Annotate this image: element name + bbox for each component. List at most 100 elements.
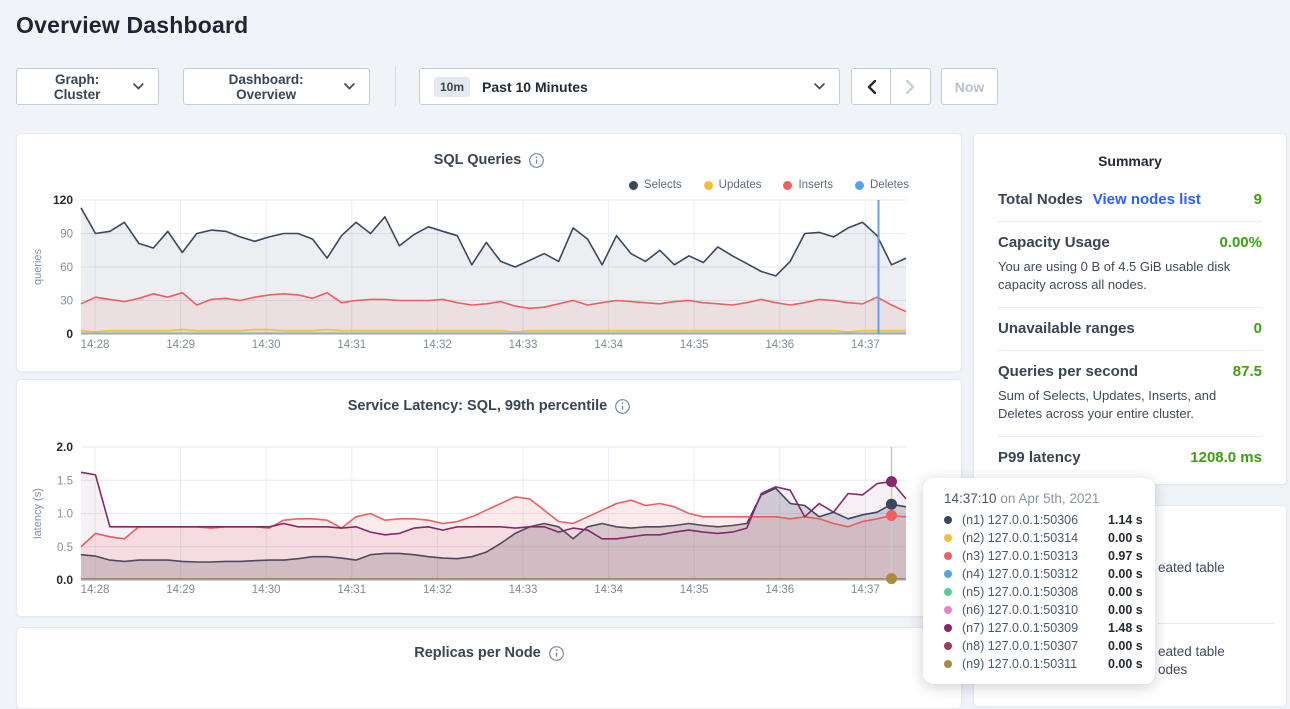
summary-row-value: 1208.0 ms (1190, 449, 1262, 466)
time-window-badge: 10m (434, 77, 470, 97)
summary-row: Capacity Usage 0.00% You are using 0 B of … (998, 222, 1262, 308)
info-icon[interactable] (549, 646, 564, 661)
replicas-per-node-card: Replicas per Node (16, 627, 962, 709)
tooltip-node-address: (n7) 127.0.0.1:50309 (962, 621, 1108, 635)
y-axis-unit-label: latency (s) (32, 488, 44, 539)
summary-row-description: Sum of Selects, Updates, Inserts, and De… (998, 387, 1262, 423)
events-divider (1158, 623, 1274, 624)
y-axis-unit-label: queries (32, 248, 44, 285)
x-tick-label: 14:31 (337, 584, 366, 596)
summary-row: Unavailable ranges0 (998, 308, 1262, 351)
view-nodes-list-link[interactable]: View nodes list (1093, 191, 1201, 208)
series-dot-icon (944, 552, 952, 560)
tooltip-node-value: 1.14 s (1108, 513, 1143, 527)
x-tick-label: 14:29 (166, 339, 195, 351)
tooltip-node-value: 0.00 s (1108, 639, 1143, 653)
tooltip-node-value: 0.00 s (1108, 657, 1143, 671)
summary-row-value: 9 (1254, 191, 1262, 208)
event-item-fragment: eated table (1158, 560, 1225, 575)
sql-queries-chart[interactable]: 0306090120queries14:2814:2914:3014:3114:… (17, 134, 959, 369)
x-tick-label: 14:37 (851, 339, 880, 351)
chevron-down-icon (814, 83, 825, 90)
x-tick-label: 14:34 (594, 584, 623, 596)
x-tick-label: 14:33 (509, 584, 538, 596)
tooltip-node-value: 0.00 s (1108, 531, 1143, 545)
y-tick-label: 30 (60, 296, 73, 308)
x-tick-label: 14:36 (765, 584, 794, 596)
tooltip-row: (n3) 127.0.0.1:503130.97 s (944, 547, 1155, 565)
tooltip-node-address: (n6) 127.0.0.1:50310 (962, 603, 1108, 617)
x-tick-label: 14:28 (81, 584, 110, 596)
x-tick-label: 14:37 (851, 584, 880, 596)
dashboard-dropdown[interactable]: Dashboard: Overview (183, 68, 370, 105)
summary-row: P99 latency 1208.0 ms (998, 437, 1262, 479)
y-tick-label: 1.5 (57, 475, 73, 487)
x-tick-label: 14:35 (680, 339, 709, 351)
chevron-down-icon (344, 83, 355, 90)
controls-divider (395, 66, 396, 106)
tooltip-node-address: (n8) 127.0.0.1:50307 (962, 639, 1108, 653)
crosshair-dot (886, 499, 897, 510)
time-nav-group (851, 68, 931, 105)
tooltip-rows: (n1) 127.0.0.1:503061.14 s(n2) 127.0.0.1… (944, 511, 1155, 673)
overview-dashboard-page: Overview Dashboard Graph: Cluster Dashbo… (0, 0, 1290, 689)
y-tick-label: 120 (53, 193, 73, 207)
summary-row-value: 0 (1254, 320, 1262, 337)
summary-row-value: 87.5 (1233, 363, 1262, 380)
service-latency-chart[interactable]: 0.00.51.01.52.0latency (s)14:2814:2914:3… (17, 380, 959, 614)
time-window-selector[interactable]: 10m Past 10 Minutes (419, 68, 840, 105)
summary-row-value: 0.00% (1219, 234, 1262, 251)
tooltip-node-value: 0.97 s (1108, 549, 1143, 563)
x-tick-label: 14:30 (252, 339, 281, 351)
x-tick-label: 14:36 (765, 339, 794, 351)
chevron-right-icon (906, 80, 915, 94)
replicas-per-node-title: Replicas per Node (414, 645, 541, 661)
time-window-label: Past 10 Minutes (482, 79, 588, 95)
time-next-button[interactable] (891, 68, 931, 105)
series-dot-icon (944, 606, 952, 614)
tooltip-row: (n9) 127.0.0.1:503110.00 s (944, 655, 1155, 673)
crosshair-dot (886, 510, 897, 521)
x-tick-label: 14:35 (680, 584, 709, 596)
summary-row: Queries per second87.5Sum of Selects, Up… (998, 351, 1262, 437)
summary-rows: Total Nodes View nodes list 9 Capacity Usag… (998, 179, 1262, 479)
summary-row-description: You are using 0 B of 4.5 GiB usable disk… (998, 258, 1262, 294)
chevron-down-icon (133, 83, 144, 90)
series-dot-icon (944, 534, 952, 542)
tooltip-row: (n1) 127.0.0.1:503061.14 s (944, 511, 1155, 529)
series-dot-icon (944, 624, 952, 632)
summary-row-label: Capacity Usage (998, 234, 1110, 251)
x-tick-label: 14:32 (423, 584, 452, 596)
tooltip-node-address: (n4) 127.0.0.1:50312 (962, 567, 1108, 581)
summary-title: Summary (974, 153, 1286, 169)
summary-row-label: Total Nodes (998, 191, 1083, 208)
time-prev-button[interactable] (851, 68, 891, 105)
x-tick-label: 14:31 (337, 339, 366, 351)
tooltip-row: (n4) 127.0.0.1:503120.00 s (944, 565, 1155, 583)
tooltip-node-address: (n1) 127.0.0.1:50306 (962, 513, 1108, 527)
now-button[interactable]: Now (941, 68, 998, 105)
tooltip-node-value: 0.00 s (1108, 603, 1143, 617)
tooltip-node-value: 1.48 s (1108, 621, 1143, 635)
tooltip-row: (n5) 127.0.0.1:503080.00 s (944, 583, 1155, 601)
x-tick-label: 14:33 (509, 339, 538, 351)
graph-dropdown-label: Graph: Cluster (31, 72, 123, 102)
tooltip-node-value: 0.00 s (1108, 567, 1143, 581)
x-tick-label: 14:32 (423, 339, 452, 351)
graph-dropdown[interactable]: Graph: Cluster (16, 68, 159, 105)
y-tick-label: 0.5 (57, 542, 73, 554)
service-latency-card: Service Latency: SQL, 99th percentile 0.… (16, 379, 962, 617)
summary-row-label: P99 latency (998, 449, 1081, 466)
event-item-fragment: eated table odes (1158, 643, 1225, 679)
tooltip-row: (n6) 127.0.0.1:503100.00 s (944, 601, 1155, 619)
series-dot-icon (944, 642, 952, 650)
tooltip-node-address: (n3) 127.0.0.1:50313 (962, 549, 1108, 563)
series-dot-icon (944, 516, 952, 524)
tooltip-node-value: 0.00 s (1108, 585, 1143, 599)
summary-row: Total Nodes View nodes list 9 (998, 179, 1262, 222)
y-tick-label: 2.0 (56, 440, 73, 454)
dashboard-dropdown-label: Dashboard: Overview (198, 72, 334, 102)
tooltip-node-address: (n9) 127.0.0.1:50311 (962, 657, 1108, 671)
x-tick-label: 14:34 (594, 339, 623, 351)
tooltip-row: (n8) 127.0.0.1:503070.00 s (944, 637, 1155, 655)
